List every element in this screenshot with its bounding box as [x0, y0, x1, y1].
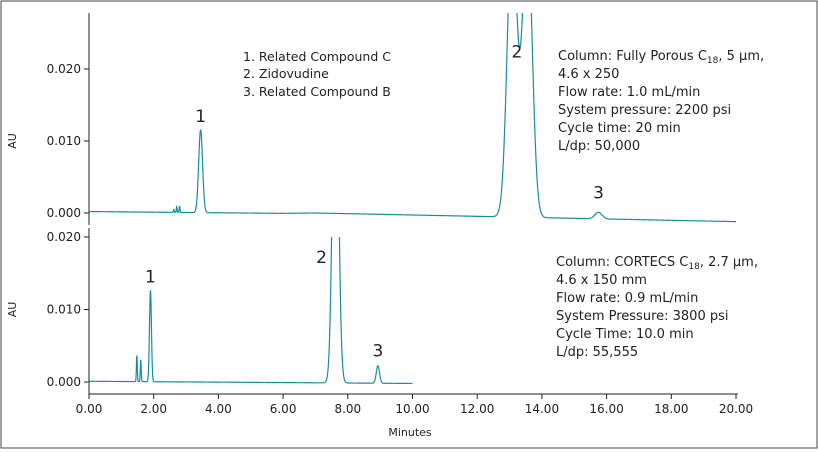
x-tick-label: 14.00: [525, 402, 559, 416]
y-axis-label-2: AU: [6, 302, 19, 318]
peak-label-1: 1: [195, 107, 206, 127]
x-tick-label: 12.00: [460, 402, 494, 416]
x-tick-label: 0.00: [76, 402, 103, 416]
legend-item-2: 2. Zidovudine: [243, 66, 329, 81]
x-tick-label: 10.00: [395, 402, 429, 416]
x-tick-label: 20.00: [719, 402, 753, 416]
chromatogram-trace-1: [89, 13, 737, 223]
x-tick-label: 4.00: [205, 402, 232, 416]
top-ldp: L/dp: 50,000: [558, 139, 640, 154]
x-tick-label: 8.00: [334, 402, 361, 416]
chromatogram-trace-2: [89, 237, 413, 385]
top-cycle-time: Cycle time: 20 min: [558, 121, 681, 136]
axes-group: 0.000 0.010 0.020 AU 0.000 0.010 0.020 AU 0.00 2.…: [6, 13, 753, 416]
y-tick-label: 0.020: [47, 62, 81, 76]
legend-item-3: 3. Related Compound B: [243, 84, 391, 99]
bottom-dimension-line: 4.6 x 150 mm: [556, 273, 647, 288]
x-tick-label: 16.00: [589, 402, 623, 416]
bottom-column-line: Column: CORTECS C18, 2.7 μm,: [556, 255, 758, 272]
top-flow-rate: Flow rate: 1.0 mL/min: [558, 85, 700, 100]
y-axis-label-1: AU: [6, 133, 19, 149]
y-tick-label: 0.010: [47, 303, 81, 317]
bottom-pressure: System Pressure: 3800 psi: [556, 309, 729, 324]
x-tick-label: 6.00: [270, 402, 297, 416]
peak-label-2: 2: [511, 42, 522, 62]
labels-group: 1 2 3 1 2 3: [145, 42, 604, 361]
peak-label-3: 3: [372, 342, 383, 362]
y-tick-label: 0.000: [47, 375, 81, 389]
x-tick-label: 18.00: [654, 402, 688, 416]
y-tick-label: 0.010: [47, 134, 81, 148]
top-column-line: Column: Fully Porous C18, 5 μm,: [558, 49, 764, 66]
peak-label-2: 2: [316, 248, 327, 268]
legend-item-1: 1. Related Compound C: [243, 49, 391, 64]
traces-group: [89, 13, 737, 385]
top-pressure: System pressure: 2200 psi: [558, 103, 731, 118]
y-tick-label: 0.000: [47, 206, 81, 220]
peak-label-3: 3: [593, 184, 604, 204]
bottom-ldp: L/dp: 55,555: [556, 345, 638, 360]
bottom-cycle-time: Cycle Time: 10.0 min: [556, 327, 694, 342]
bottom-flow-rate: Flow rate: 0.9 mL/min: [556, 291, 698, 306]
top-dimension-line: 4.6 x 250: [558, 67, 619, 82]
y-tick-label: 0.020: [47, 230, 81, 244]
peak-label-1: 1: [145, 268, 156, 288]
x-axis-label: Minutes: [388, 426, 432, 439]
x-tick-label: 2.00: [140, 402, 167, 416]
